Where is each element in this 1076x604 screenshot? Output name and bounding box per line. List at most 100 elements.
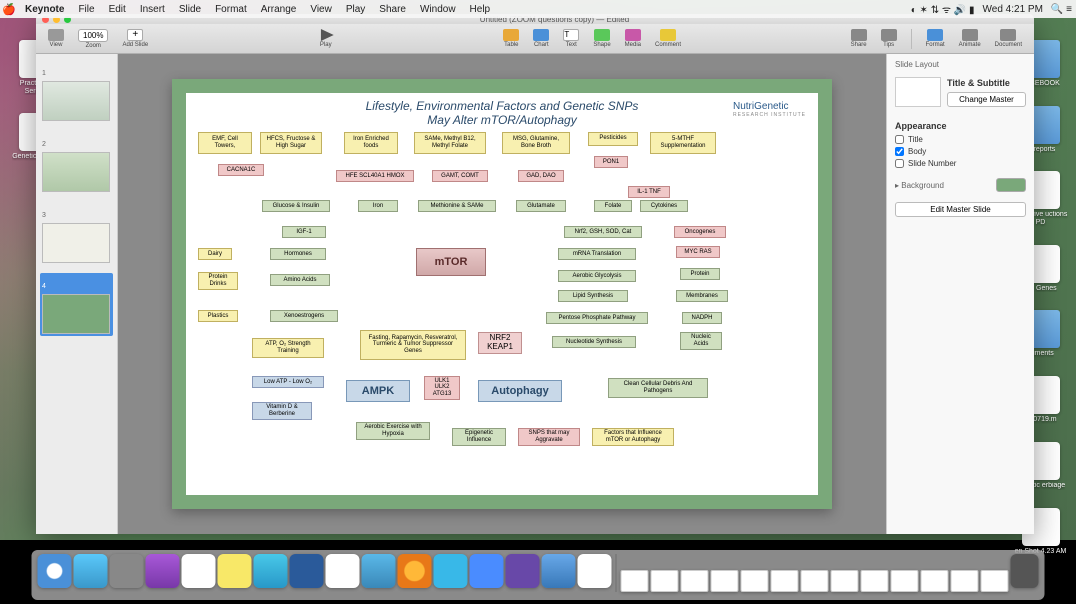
node-gamt[interactable]: GAMT, COMT bbox=[432, 170, 488, 183]
apple-menu[interactable]: 🍎 bbox=[0, 3, 18, 16]
dock-doc[interactable] bbox=[981, 570, 1009, 592]
comment-button[interactable]: Comment bbox=[651, 29, 685, 48]
edit-master-button[interactable]: Edit Master Slide bbox=[895, 202, 1026, 217]
node-oncogenes[interactable]: Oncogenes bbox=[674, 226, 726, 239]
menu-window[interactable]: Window bbox=[413, 4, 463, 15]
node-aerobic-ex[interactable]: Aerobic Exercise with Hypoxia bbox=[356, 422, 430, 440]
add-slide-button[interactable]: +Add Slide bbox=[118, 29, 152, 48]
document-button[interactable]: Document bbox=[991, 29, 1026, 48]
dock-app4[interactable] bbox=[506, 554, 540, 588]
clock[interactable]: Wed 4:21 PM bbox=[979, 4, 1047, 15]
node-igf1[interactable]: IGF-1 bbox=[282, 226, 326, 239]
node-atp-o2[interactable]: ATP, O₂ Strength Training bbox=[252, 338, 324, 358]
node-mtor[interactable]: mTOR bbox=[416, 248, 486, 276]
dock-settings[interactable] bbox=[110, 554, 144, 588]
legend-epigenetic[interactable]: Epigenetic Influence bbox=[452, 428, 506, 446]
menu-format[interactable]: Format bbox=[208, 4, 254, 15]
node-autophagy[interactable]: Autophagy bbox=[478, 380, 562, 402]
node-mrna[interactable]: mRNA Translation bbox=[558, 248, 636, 261]
dock-doc[interactable] bbox=[891, 570, 919, 592]
node-folate[interactable]: Folate bbox=[594, 200, 632, 213]
dock-skype[interactable] bbox=[434, 554, 468, 588]
node-nadph[interactable]: NADPH bbox=[682, 312, 722, 325]
slide-canvas[interactable]: Lifestyle, Environmental Factors and Gen… bbox=[118, 54, 886, 534]
dock-doc[interactable] bbox=[621, 570, 649, 592]
node-nrf-gsh[interactable]: Nrf2, GSH, SOD, Cat bbox=[564, 226, 642, 239]
node-amino[interactable]: Amino Acids bbox=[270, 274, 330, 287]
format-button[interactable]: Format bbox=[922, 29, 949, 48]
node-il1[interactable]: IL-1 TNF bbox=[628, 186, 670, 199]
menu-insert[interactable]: Insert bbox=[133, 4, 172, 15]
menu-arrange[interactable]: Arrange bbox=[254, 4, 304, 15]
table-button[interactable]: Table bbox=[499, 29, 523, 48]
node-ulk[interactable]: ULK1 ULK2 ATG13 bbox=[424, 376, 460, 400]
node-same[interactable]: SAMe, Methyl B12, Methyl Folate bbox=[414, 132, 486, 154]
slide-navigator[interactable]: 1 2 3 4 bbox=[36, 54, 118, 534]
node-pesticides[interactable]: Pesticides bbox=[588, 132, 638, 146]
dock-doc[interactable] bbox=[921, 570, 949, 592]
node-hfcs[interactable]: HFCS, Fructose & High Sugar bbox=[260, 132, 322, 154]
dock-app2[interactable] bbox=[290, 554, 324, 588]
node-protein[interactable]: Protein bbox=[680, 268, 720, 281]
node-myc[interactable]: MYC RAS bbox=[676, 246, 720, 259]
dock-doc[interactable] bbox=[771, 570, 799, 592]
node-gad[interactable]: GAD, DAO bbox=[518, 170, 564, 183]
dock-doc[interactable] bbox=[831, 570, 859, 592]
menu-slide[interactable]: Slide bbox=[172, 4, 208, 15]
node-clean[interactable]: Clean Cellular Debris And Pathogens bbox=[608, 378, 708, 398]
slide[interactable]: Lifestyle, Environmental Factors and Gen… bbox=[172, 79, 832, 509]
node-glutamate[interactable]: Glutamate bbox=[516, 200, 566, 213]
animate-button[interactable]: Animate bbox=[955, 29, 985, 48]
dock-doc[interactable] bbox=[801, 570, 829, 592]
node-nrf2[interactable]: NRF2 KEAP1 bbox=[478, 332, 522, 354]
node-pentose[interactable]: Pentose Phosphate Pathway bbox=[546, 312, 648, 325]
zoom-selector[interactable]: 100%Zoom bbox=[74, 29, 112, 49]
node-lipid[interactable]: Lipid Synthesis bbox=[558, 290, 628, 303]
node-nucleotide[interactable]: Nucleotide Synthesis bbox=[552, 336, 636, 349]
menu-play[interactable]: Play bbox=[339, 4, 372, 15]
slide-thumb-3[interactable]: 3 bbox=[40, 202, 113, 265]
shape-button[interactable]: Shape bbox=[589, 29, 614, 48]
node-protein-drinks[interactable]: Protein Drinks bbox=[198, 272, 238, 290]
dock-safari[interactable] bbox=[38, 554, 72, 588]
legend-snps[interactable]: SNPS that may Aggravate bbox=[518, 428, 580, 446]
menu-file[interactable]: File bbox=[71, 4, 101, 15]
tips-button[interactable]: Tips bbox=[877, 29, 901, 48]
node-ampk[interactable]: AMPK bbox=[346, 380, 410, 402]
node-emf[interactable]: EMF, Cell Towers, bbox=[198, 132, 252, 154]
node-glucose[interactable]: Glucose & Insulin bbox=[262, 200, 330, 213]
node-hormones[interactable]: Hormones bbox=[270, 248, 326, 261]
node-vitd[interactable]: Vitamin D & Berberine bbox=[252, 402, 312, 420]
node-aerobic-gly[interactable]: Aerobic Glycolysis bbox=[558, 270, 636, 283]
menu-edit[interactable]: Edit bbox=[102, 4, 133, 15]
media-button[interactable]: Media bbox=[621, 29, 645, 48]
play-button[interactable]: Play bbox=[314, 29, 338, 48]
dock-zoom[interactable] bbox=[470, 554, 504, 588]
status-icons[interactable]: ◐ ✶ ⇅ ᯤ 🔊 ▮ bbox=[907, 2, 979, 16]
legend-factors[interactable]: Factors that Influence mTOR or Autophagy bbox=[592, 428, 674, 446]
node-hfe[interactable]: HFE SCL40A1 HMOX bbox=[336, 170, 414, 183]
menu-share[interactable]: Share bbox=[372, 4, 413, 15]
background-swatch[interactable] bbox=[996, 178, 1026, 192]
title-checkbox[interactable]: Title bbox=[895, 135, 1026, 144]
dock-app5[interactable] bbox=[542, 554, 576, 588]
text-button[interactable]: TText bbox=[559, 29, 583, 48]
dock-word[interactable] bbox=[362, 554, 396, 588]
view-button[interactable]: View bbox=[44, 29, 68, 48]
change-master-button[interactable]: Change Master bbox=[947, 92, 1026, 107]
dock-mail[interactable] bbox=[254, 554, 288, 588]
dock-doc[interactable] bbox=[951, 570, 979, 592]
node-iron-enr[interactable]: Iron Enriched foods bbox=[344, 132, 398, 154]
dock-notes[interactable] bbox=[218, 554, 252, 588]
node-iron[interactable]: Iron bbox=[358, 200, 398, 213]
node-dairy[interactable]: Dairy bbox=[198, 248, 232, 261]
spotlight-icon[interactable]: 🔍 ≡ bbox=[1047, 4, 1076, 15]
node-low-atp[interactable]: Low ATP - Low O₂ bbox=[252, 376, 324, 389]
master-thumb[interactable] bbox=[895, 77, 941, 107]
node-cytokines[interactable]: Cytokines bbox=[640, 200, 688, 213]
node-xeno[interactable]: Xenoestrogens bbox=[270, 310, 338, 323]
slide-thumb-4[interactable]: 4 bbox=[40, 273, 113, 336]
node-plastics[interactable]: Plastics bbox=[198, 310, 238, 323]
node-cacna[interactable]: CACNA1C bbox=[218, 164, 264, 177]
dock-app[interactable] bbox=[146, 554, 180, 588]
